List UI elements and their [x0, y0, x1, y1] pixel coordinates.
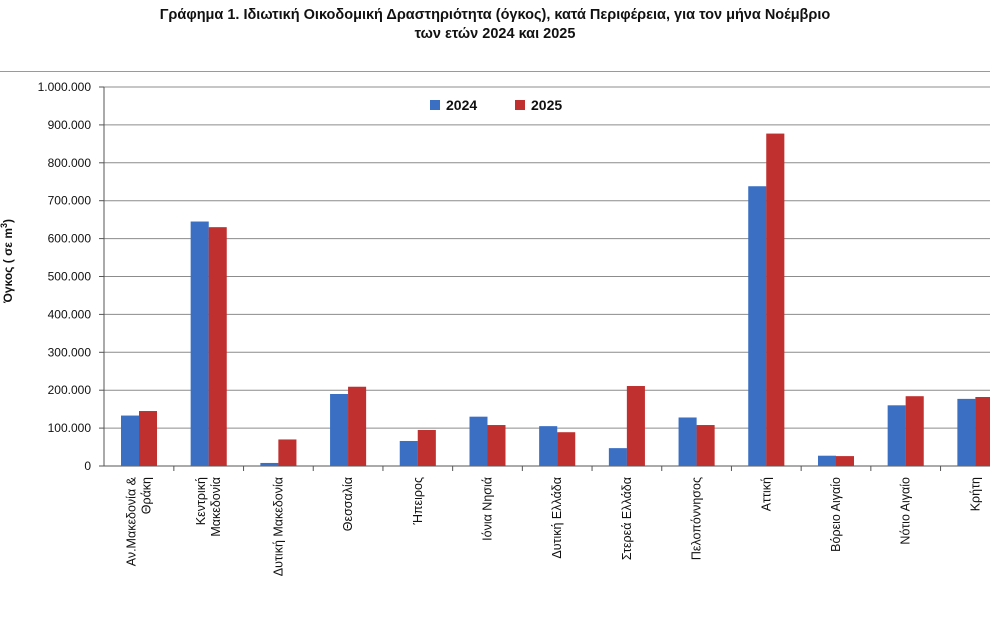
- category-label: Αν.Μακεδονία &: [125, 476, 139, 566]
- bar-shade-2024: [260, 462, 279, 466]
- bar-shade-2025: [975, 397, 990, 466]
- bar-shade-2025: [487, 425, 506, 466]
- y-tick-label: 100.000: [48, 421, 92, 435]
- legend-label-2025: 2025: [531, 97, 562, 113]
- category-label: Δυτική Ελλάδα: [550, 477, 564, 559]
- category-label: Ιόνια Νησιά: [481, 477, 495, 541]
- chart-title-line-1: Γράφημα 1. Ιδιωτική Οικοδομική Δραστηριό…: [159, 7, 831, 23]
- bar-shade-2024: [330, 393, 349, 466]
- bar-shade-2025: [557, 432, 576, 466]
- bar-shade-2024: [818, 455, 836, 466]
- bar-shade-2025: [139, 411, 157, 466]
- chart-title: Γράφημα 1. Ιδιωτική Οικοδομική Δραστηριό…: [0, 6, 990, 44]
- bar-shade-2024: [678, 417, 697, 466]
- category-label: Βόρειο Αιγαίο: [829, 477, 843, 552]
- category-label: Δυτική Μακεδονία: [271, 477, 285, 576]
- bar-shade-2025: [836, 456, 854, 466]
- category-label: Ήπειρος: [411, 477, 425, 526]
- bar-shade-2025: [696, 425, 715, 466]
- category-label: Στερεά Ελλάδα: [620, 477, 634, 560]
- chart-title-line-2: των ετών 2024 και 2025: [414, 26, 576, 42]
- y-tick-label: 900.000: [48, 118, 92, 132]
- bar-shade-2024: [121, 415, 139, 466]
- legend-swatch-2024: [430, 100, 440, 110]
- bar-shade-2024: [469, 416, 488, 466]
- legend-label-2024: 2024: [446, 97, 477, 113]
- y-tick-label: 300.000: [48, 345, 92, 359]
- category-label: Αττική: [759, 477, 773, 511]
- category-label: Κρήτη: [968, 477, 982, 511]
- y-tick-label: 400.000: [48, 307, 92, 321]
- y-tick-label: 800.000: [48, 156, 92, 170]
- bar-shade-2024: [887, 405, 906, 466]
- legend-swatch-2025: [515, 100, 525, 110]
- y-axis-title: Όγκος ( σε m3): [0, 219, 15, 304]
- category-label: Νότιο Αιγαίο: [899, 477, 913, 545]
- chart-frame: [0, 71, 990, 632]
- y-tick-label: 1.000.000: [38, 80, 92, 94]
- bar-shade-2025: [626, 386, 645, 466]
- y-tick-label: 200.000: [48, 383, 92, 397]
- category-label: Πελοπόννησος: [690, 477, 704, 560]
- bar-shade-2025: [417, 429, 436, 466]
- bar-shade-2025: [766, 133, 785, 466]
- bar-shade-2024: [399, 440, 418, 466]
- y-tick-label: 500.000: [48, 270, 92, 284]
- category-label: Θεσσαλία: [341, 477, 355, 531]
- bar-shade-2025: [905, 396, 924, 466]
- bar-shade-2024: [539, 426, 558, 466]
- y-tick-label: 600.000: [48, 232, 92, 246]
- category-label: Μακεδονία: [209, 477, 223, 537]
- category-label: Θράκη: [140, 477, 154, 514]
- bar-shade-2024: [608, 448, 627, 466]
- bar-shade-2024: [957, 398, 976, 466]
- bar-shade-2025: [278, 439, 297, 466]
- bar-shade-2024: [190, 221, 209, 466]
- y-tick-label: 0: [84, 459, 91, 473]
- bar-shade-2024: [748, 186, 767, 466]
- bar-shade-2025: [208, 227, 227, 466]
- y-tick-label: 700.000: [48, 194, 92, 208]
- category-label: Κεντρική: [194, 477, 208, 525]
- bar-chart: 0 100.000 200.000 300.000 400.000 500.000 600.…: [0, 80, 990, 576]
- bar-shade-2025: [348, 386, 367, 466]
